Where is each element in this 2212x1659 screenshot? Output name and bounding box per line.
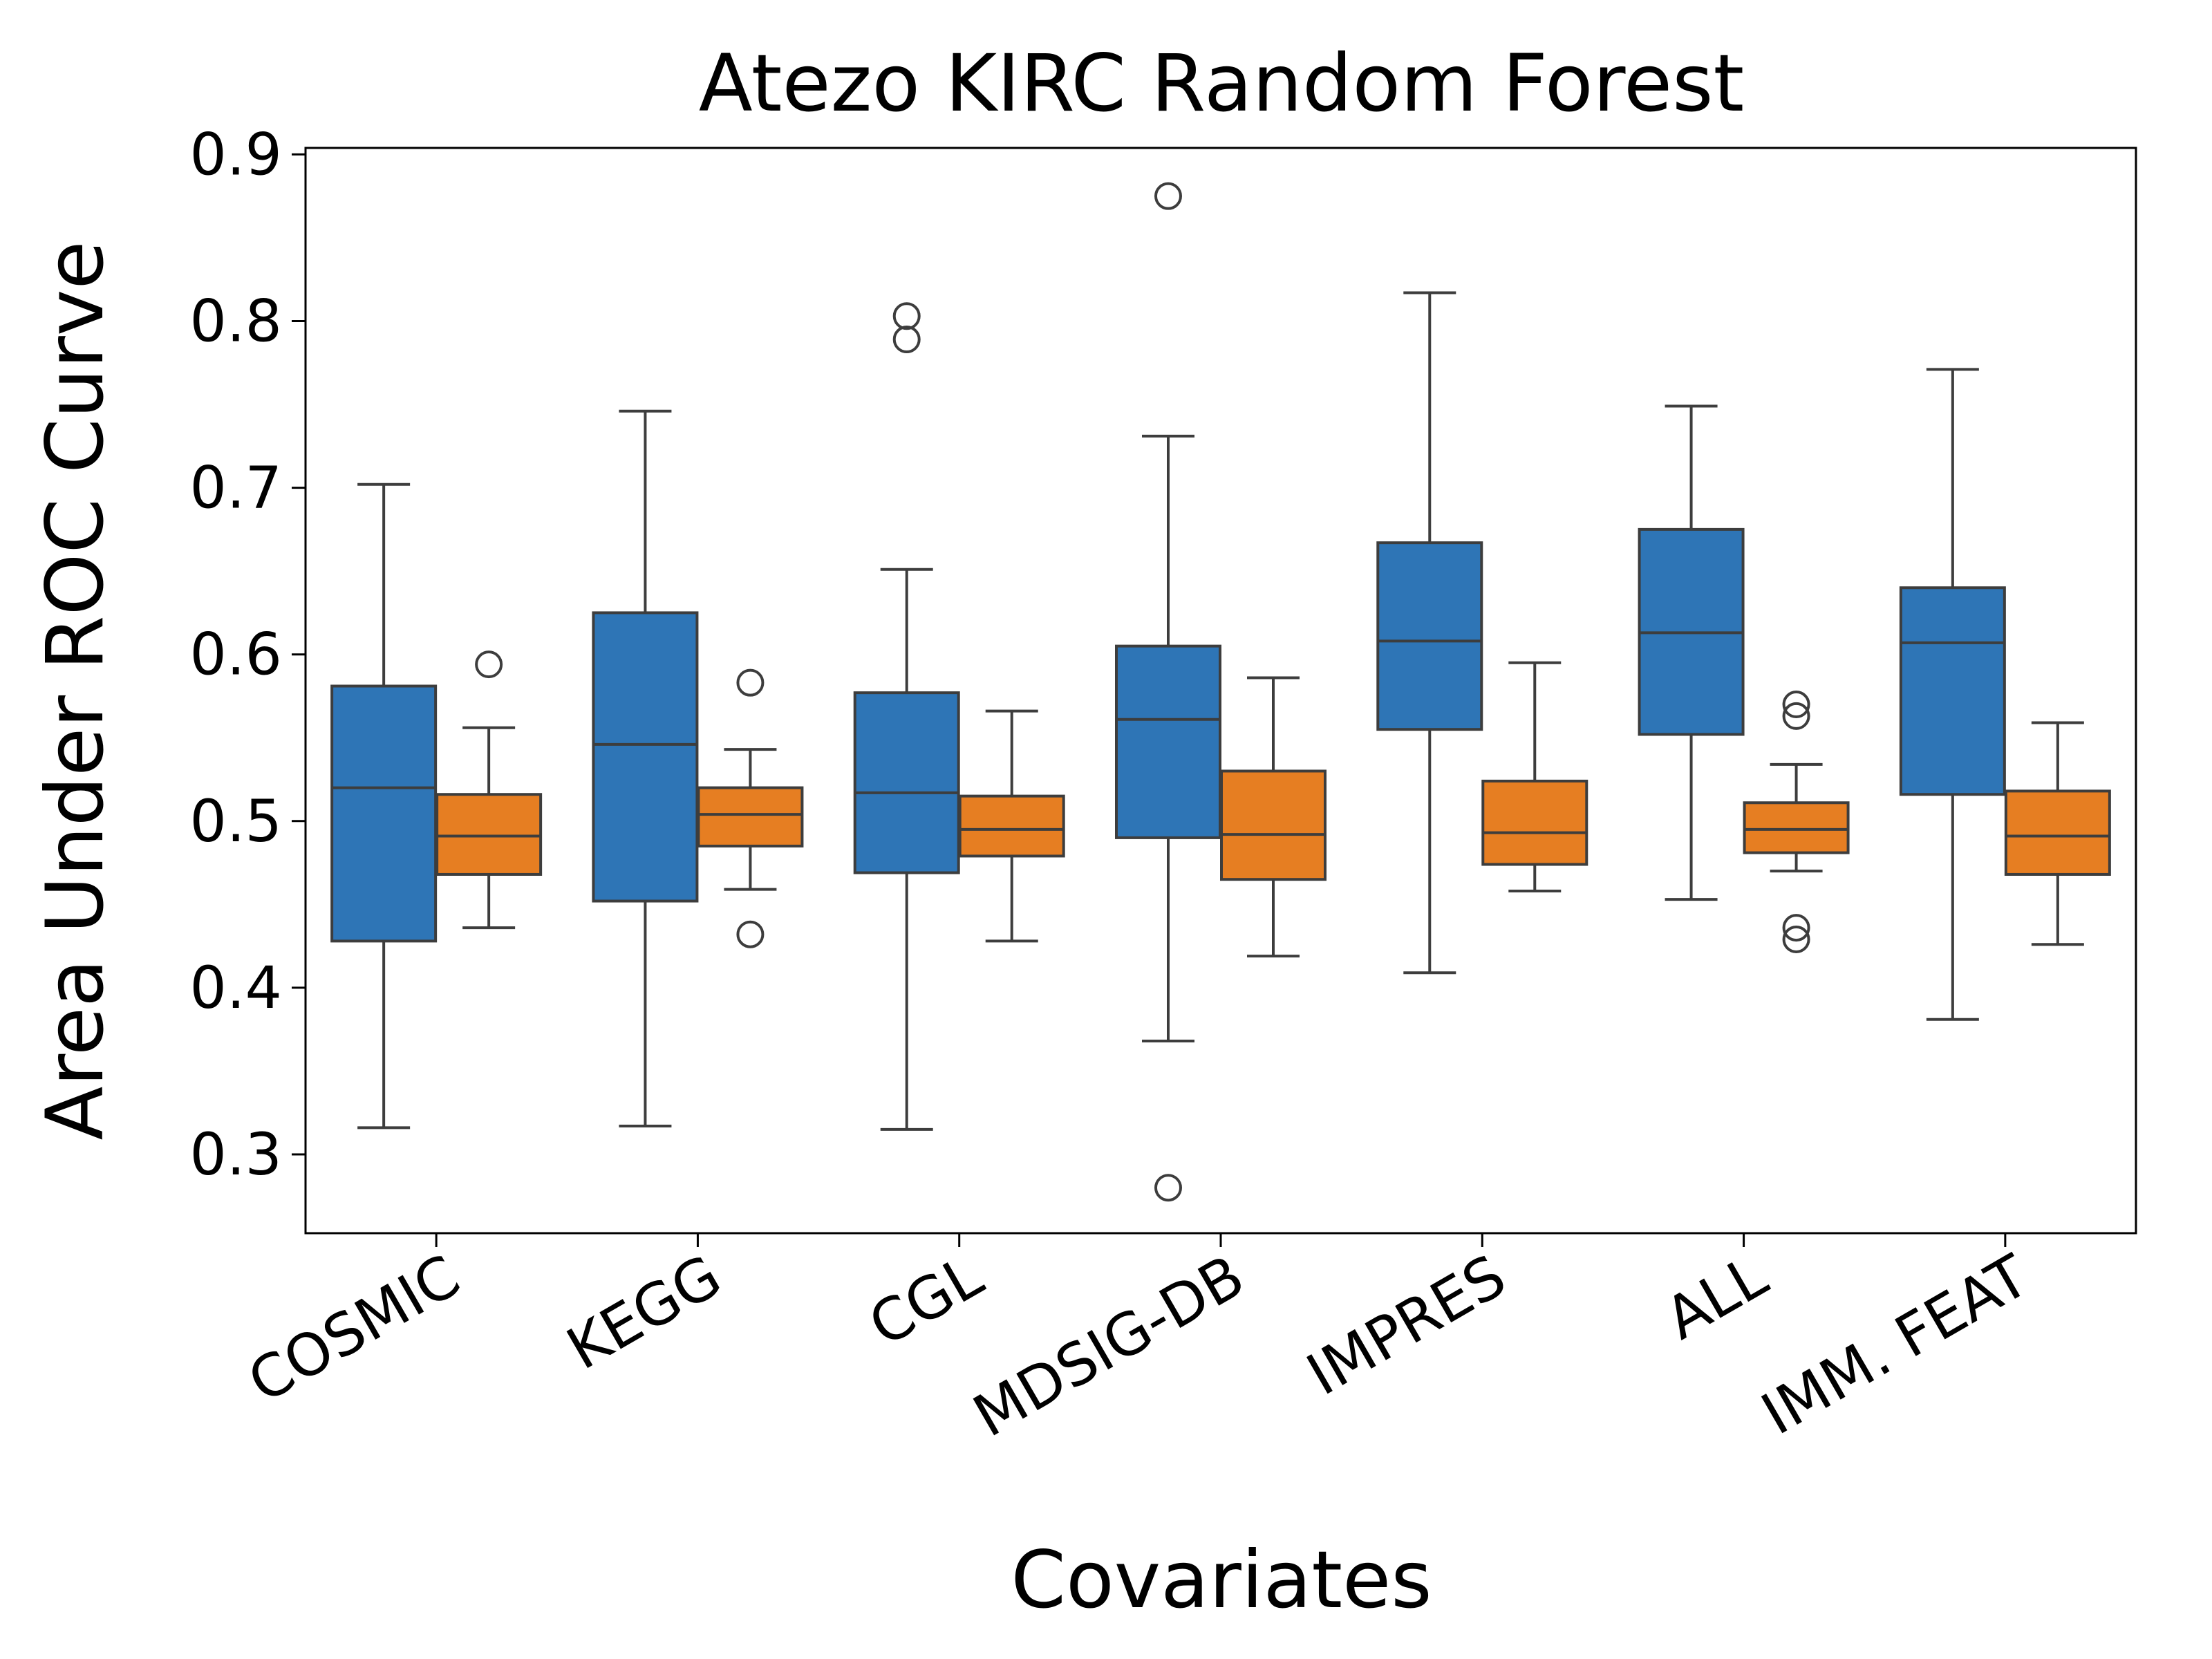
iqr-box [592, 611, 699, 903]
iqr-box [1376, 541, 1483, 731]
outlier-point [892, 302, 921, 330]
iqr-box [697, 786, 804, 847]
iqr-box [853, 691, 960, 874]
iqr-box [2004, 789, 2111, 876]
y-tick-label: 0.8 [189, 288, 282, 355]
box-impres-series-1 [1376, 291, 1483, 975]
y-tick-label: 0.7 [189, 454, 282, 522]
outlier-point [892, 326, 921, 354]
box-cgl-series-1 [853, 302, 960, 1131]
box-mdsig-db-series-2 [1220, 676, 1327, 958]
outlier-point [1154, 1174, 1182, 1202]
box-cosmic-series-2 [435, 650, 543, 930]
outlier-point [1782, 702, 1810, 730]
chart-title: Atezo KIRC Random Forest [699, 37, 1744, 129]
box-cosmic-series-1 [330, 482, 438, 1130]
box-cgl-series-2 [958, 709, 1065, 943]
x-axis-label: Covariates [1011, 1534, 1432, 1626]
outlier-point [475, 650, 503, 679]
y-tick-label: 0.3 [189, 1121, 282, 1188]
outlier-point [1782, 914, 1810, 942]
box-all-series-1 [1638, 404, 1745, 901]
iqr-box [958, 794, 1065, 858]
y-tick-label: 0.6 [189, 621, 282, 688]
iqr-box [1743, 801, 1850, 854]
iqr-box [1899, 586, 2006, 796]
y-tick-label: 0.5 [189, 787, 282, 855]
iqr-box [1481, 779, 1588, 866]
box-all-series-2 [1743, 691, 1850, 953]
iqr-box [435, 793, 543, 876]
iqr-box [1115, 644, 1221, 839]
box-impres-series-2 [1481, 661, 1588, 893]
y-axis: 0.3 0.4 0.5 0.6 0.7 0.8 0.9 [189, 120, 306, 1188]
box-mdsig-db-series-1 [1115, 182, 1221, 1202]
box-imm-feat-series-2 [2004, 721, 2111, 946]
box-kegg-series-1 [592, 409, 699, 1128]
y-tick-label: 0.9 [189, 120, 282, 188]
outlier-point [1782, 691, 1810, 719]
outlier-point [1782, 925, 1810, 953]
box-imm-feat-series-1 [1899, 368, 2006, 1021]
y-axis-label: Area Under ROC Curve [29, 241, 121, 1141]
iqr-box [330, 684, 438, 943]
plot-area [330, 182, 2111, 1202]
y-tick-label: 0.4 [189, 954, 282, 1022]
outlier-point [1154, 182, 1182, 210]
outlier-point [736, 920, 765, 948]
box-kegg-series-2 [697, 668, 804, 948]
outlier-point [736, 668, 765, 697]
iqr-box [1220, 769, 1327, 881]
